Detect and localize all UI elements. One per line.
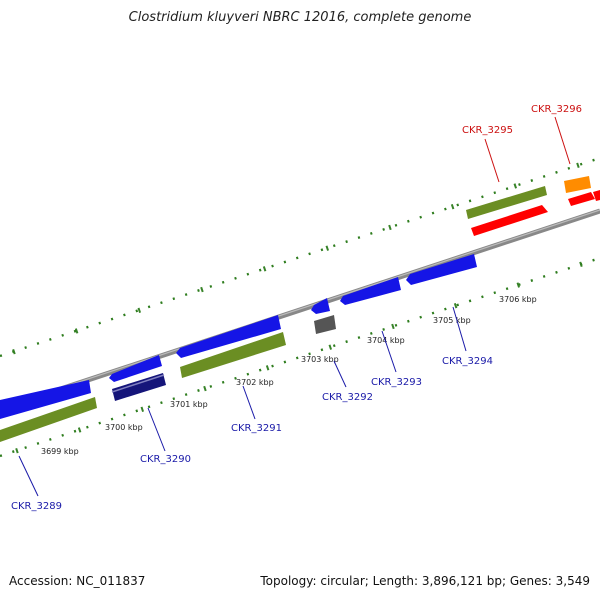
gene-CKR_3293-cds[interactable] (340, 277, 401, 305)
gene-CKR_3297-partial[interactable] (593, 190, 600, 201)
tick-label-3703: 3703 kbp (301, 355, 339, 364)
gene-label-CKR_3291[interactable]: CKR_3291 (231, 423, 282, 434)
gene-label-CKR_3290[interactable]: CKR_3290 (140, 454, 191, 465)
tick-label-3705: 3705 kbp (433, 316, 471, 325)
gene-CKR_3291-olive[interactable] (180, 332, 286, 378)
gene-CKR_3295-olive[interactable] (466, 186, 547, 219)
tick-label-3699: 3699 kbp (41, 447, 79, 456)
map-title: Clostridium kluyveri NBRC 12016, complet… (128, 10, 472, 25)
gene-CKR_3291-cds[interactable] (176, 315, 281, 358)
label-connectors (18, 116, 571, 497)
genome-summary: Topology: circular; Length: 3,896,121 bp… (260, 574, 590, 588)
gene-label-CKR_3289[interactable]: CKR_3289 (11, 501, 62, 512)
tick-label-3702: 3702 kbp (236, 378, 274, 387)
gene-label-CKR_3292[interactable]: CKR_3292 (322, 392, 373, 403)
gene-label-CKR_3296[interactable]: CKR_3296 (531, 104, 582, 115)
gene-CKR_3289-olive[interactable] (0, 397, 97, 442)
gene-CKR_3296-orange[interactable] (564, 176, 591, 193)
gene-CKR_3290-dark[interactable] (112, 373, 166, 401)
gene-label-CKR_3295[interactable]: CKR_3295 (462, 125, 513, 136)
gene-label-CKR_3293[interactable]: CKR_3293 (371, 377, 422, 388)
genome-backbone (0, 208, 600, 412)
accession-info: Accession: NC_011837 (9, 574, 145, 588)
tick-labels: 3699 kbp 3700 kbp 3701 kbp 3702 kbp 3703… (41, 295, 537, 456)
gene-labels: CKR_3289 CKR_3290 CKR_3291 CKR_3292 CKR_… (11, 104, 582, 512)
gene-label-CKR_3294[interactable]: CKR_3294 (442, 356, 493, 367)
reverse-features (0, 254, 477, 442)
lower-tick-track (0, 255, 600, 458)
tick-label-3704: 3704 kbp (367, 336, 405, 345)
tick-label-3700: 3700 kbp (105, 423, 143, 432)
tick-label-3701: 3701 kbp (170, 400, 208, 409)
accession-value: NC_011837 (76, 574, 146, 588)
upper-tick-track (0, 155, 600, 358)
forward-features (466, 176, 600, 236)
gene-CKR_3296-cds[interactable] (568, 192, 595, 206)
gene-CKR_3292-gray[interactable] (314, 315, 336, 334)
gene-CKR_3292-cds[interactable] (311, 298, 330, 314)
tick-label-3706: 3706 kbp (499, 295, 537, 304)
gene-CKR_3294-cds[interactable] (406, 254, 477, 285)
accession-label: Accession: (9, 574, 73, 588)
gene-CKR_3290-cds[interactable] (109, 355, 162, 382)
gene-CKR_3295-cds[interactable] (471, 205, 548, 236)
gene-CKR_3289-cds[interactable] (0, 380, 91, 419)
